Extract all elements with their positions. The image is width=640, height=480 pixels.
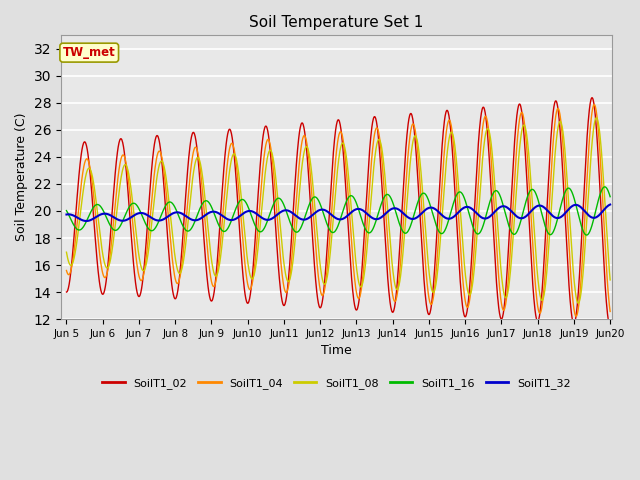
SoilT1_04 bbox=[289, 241, 297, 247]
SoilT1_02 bbox=[558, 153, 566, 159]
SoilT1_02 bbox=[422, 294, 429, 300]
SoilT1_02 bbox=[276, 280, 284, 286]
SoilT1_16 bbox=[558, 199, 566, 205]
SoilT1_04 bbox=[606, 309, 614, 314]
Title: Soil Temperature Set 1: Soil Temperature Set 1 bbox=[250, 15, 424, 30]
SoilT1_08 bbox=[575, 300, 582, 306]
SoilT1_32 bbox=[276, 210, 284, 216]
SoilT1_04 bbox=[572, 313, 580, 319]
X-axis label: Time: Time bbox=[321, 344, 352, 357]
SoilT1_08 bbox=[558, 122, 566, 128]
SoilT1_08 bbox=[63, 249, 70, 255]
SoilT1_02 bbox=[182, 181, 190, 187]
SoilT1_32 bbox=[83, 218, 90, 224]
SoilT1_02 bbox=[63, 289, 70, 295]
Y-axis label: Soil Temperature (C): Soil Temperature (C) bbox=[15, 113, 28, 241]
SoilT1_08 bbox=[606, 277, 614, 283]
Line: SoilT1_08: SoilT1_08 bbox=[67, 118, 610, 303]
SoilT1_32 bbox=[606, 202, 614, 207]
SoilT1_32 bbox=[558, 213, 566, 219]
SoilT1_16 bbox=[289, 226, 297, 232]
SoilT1_08 bbox=[511, 206, 519, 212]
SoilT1_04 bbox=[558, 128, 566, 133]
Line: SoilT1_02: SoilT1_02 bbox=[67, 98, 610, 326]
SoilT1_16 bbox=[63, 208, 70, 214]
SoilT1_16 bbox=[511, 231, 519, 237]
Legend: SoilT1_02, SoilT1_04, SoilT1_08, SoilT1_16, SoilT1_32: SoilT1_02, SoilT1_04, SoilT1_08, SoilT1_… bbox=[98, 373, 575, 393]
SoilT1_04 bbox=[511, 170, 519, 176]
SoilT1_04 bbox=[182, 212, 190, 218]
SoilT1_32 bbox=[511, 213, 519, 218]
SoilT1_08 bbox=[289, 258, 297, 264]
Line: SoilT1_04: SoilT1_04 bbox=[67, 105, 610, 316]
SoilT1_32 bbox=[422, 206, 429, 212]
SoilT1_04 bbox=[63, 268, 70, 274]
SoilT1_16 bbox=[583, 232, 591, 238]
SoilT1_04 bbox=[276, 247, 284, 253]
Line: SoilT1_16: SoilT1_16 bbox=[67, 187, 610, 235]
SoilT1_32 bbox=[183, 214, 191, 220]
SoilT1_32 bbox=[63, 212, 70, 217]
SoilT1_16 bbox=[606, 194, 614, 200]
SoilT1_02 bbox=[588, 95, 596, 101]
SoilT1_02 bbox=[511, 133, 519, 139]
SoilT1_04 bbox=[422, 262, 429, 268]
Line: SoilT1_32: SoilT1_32 bbox=[67, 204, 610, 221]
SoilT1_04 bbox=[591, 102, 598, 108]
SoilT1_16 bbox=[182, 228, 190, 234]
SoilT1_08 bbox=[276, 218, 284, 224]
SoilT1_16 bbox=[601, 184, 609, 190]
SoilT1_16 bbox=[276, 196, 284, 202]
SoilT1_02 bbox=[289, 212, 297, 218]
SoilT1_16 bbox=[422, 192, 429, 197]
SoilT1_08 bbox=[182, 234, 190, 240]
SoilT1_32 bbox=[289, 211, 297, 216]
SoilT1_08 bbox=[593, 115, 600, 120]
SoilT1_08 bbox=[422, 228, 429, 234]
SoilT1_02 bbox=[606, 323, 614, 329]
Text: TW_met: TW_met bbox=[63, 46, 116, 59]
